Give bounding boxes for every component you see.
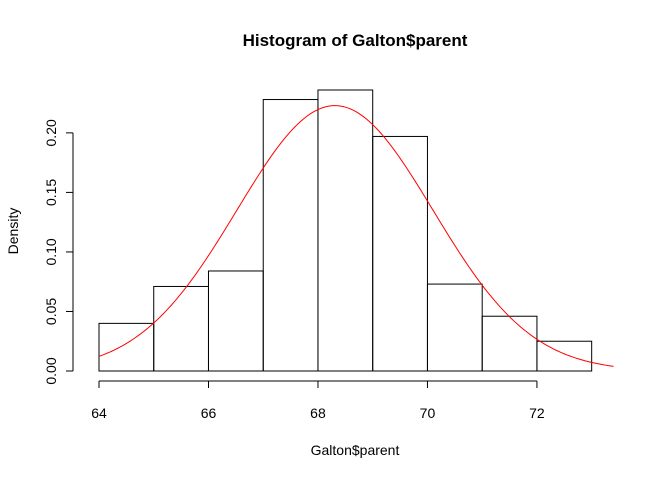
x-tick-label-3: 70	[420, 405, 436, 421]
chart-title: Histogram of Galton$parent	[243, 31, 468, 50]
y-tick-label-2: 0.10	[43, 238, 59, 265]
y-tick-label-4: 0.20	[43, 119, 59, 146]
histogram-bars	[98, 89, 593, 372]
histogram-bar-3	[262, 99, 319, 372]
histogram-bar-1	[153, 285, 209, 372]
y-axis-label: Density	[5, 208, 21, 255]
x-tick-label-4: 72	[529, 405, 545, 421]
normal-density-curve	[98, 105, 614, 367]
y-tick-label-0: 0.00	[43, 357, 59, 384]
histogram-bar-5	[372, 135, 428, 372]
x-axis-label: Galton$parent	[311, 442, 400, 458]
x-tick-label-2: 68	[310, 405, 326, 421]
y-tick-label-3: 0.15	[43, 179, 59, 206]
histogram-bar-8	[536, 340, 593, 372]
histogram-bar-7	[481, 315, 538, 372]
y-tick-label-1: 0.05	[43, 298, 59, 325]
histogram-bar-2	[207, 270, 264, 372]
x-axis: 64 66 68 70 72	[91, 380, 545, 421]
histogram-bar-4	[317, 89, 374, 372]
y-axis: 0.00 0.05 0.10 0.15 0.20	[43, 119, 74, 385]
x-tick-label-1: 66	[201, 405, 217, 421]
histogram-bar-6	[426, 283, 483, 372]
x-tick-label-0: 64	[91, 405, 107, 421]
